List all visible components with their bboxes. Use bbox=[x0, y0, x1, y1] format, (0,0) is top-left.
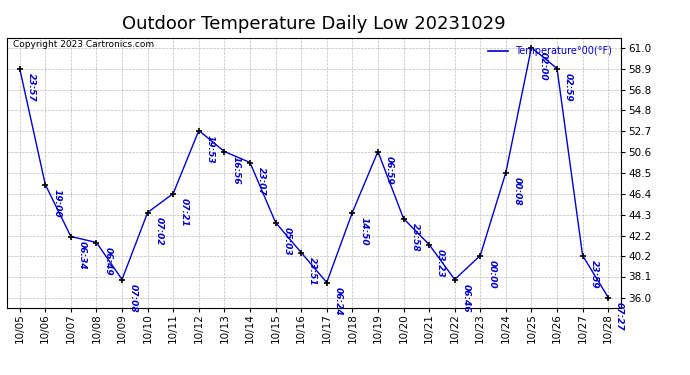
Text: Copyright 2023 Cartronics.com: Copyright 2023 Cartronics.com bbox=[13, 40, 154, 49]
Text: 00:00: 00:00 bbox=[487, 260, 496, 288]
Text: 00:08: 00:08 bbox=[513, 177, 522, 205]
Text: 03:23: 03:23 bbox=[436, 249, 445, 277]
Text: 19:53: 19:53 bbox=[206, 135, 215, 163]
Title: Outdoor Temperature Daily Low 20231029: Outdoor Temperature Daily Low 20231029 bbox=[122, 15, 506, 33]
Text: 06:49: 06:49 bbox=[104, 247, 112, 275]
Text: 07:27: 07:27 bbox=[615, 302, 624, 330]
Text: 06:59: 06:59 bbox=[385, 156, 394, 184]
Text: 07:02: 07:02 bbox=[155, 217, 164, 245]
Text: 14:50: 14:50 bbox=[359, 217, 368, 245]
Text: 23:51: 23:51 bbox=[308, 256, 317, 285]
Text: 23:59: 23:59 bbox=[589, 260, 598, 288]
Text: 06:24: 06:24 bbox=[334, 286, 343, 315]
Text: 06:46: 06:46 bbox=[462, 284, 471, 312]
Legend: Temperature°00(°F): Temperature°00(°F) bbox=[484, 42, 616, 60]
Text: 07:21: 07:21 bbox=[180, 198, 189, 226]
Text: 23:07: 23:07 bbox=[257, 166, 266, 195]
Text: 16:56: 16:56 bbox=[231, 156, 240, 184]
Text: 05:03: 05:03 bbox=[282, 226, 291, 255]
Text: 02:00: 02:00 bbox=[538, 52, 547, 80]
Text: 23:57: 23:57 bbox=[27, 73, 36, 101]
Text: 23:58: 23:58 bbox=[411, 223, 420, 251]
Text: 06:34: 06:34 bbox=[78, 241, 87, 269]
Text: 02:59: 02:59 bbox=[564, 73, 573, 101]
Text: 07:08: 07:08 bbox=[129, 284, 138, 312]
Text: 19:00: 19:00 bbox=[52, 189, 61, 217]
